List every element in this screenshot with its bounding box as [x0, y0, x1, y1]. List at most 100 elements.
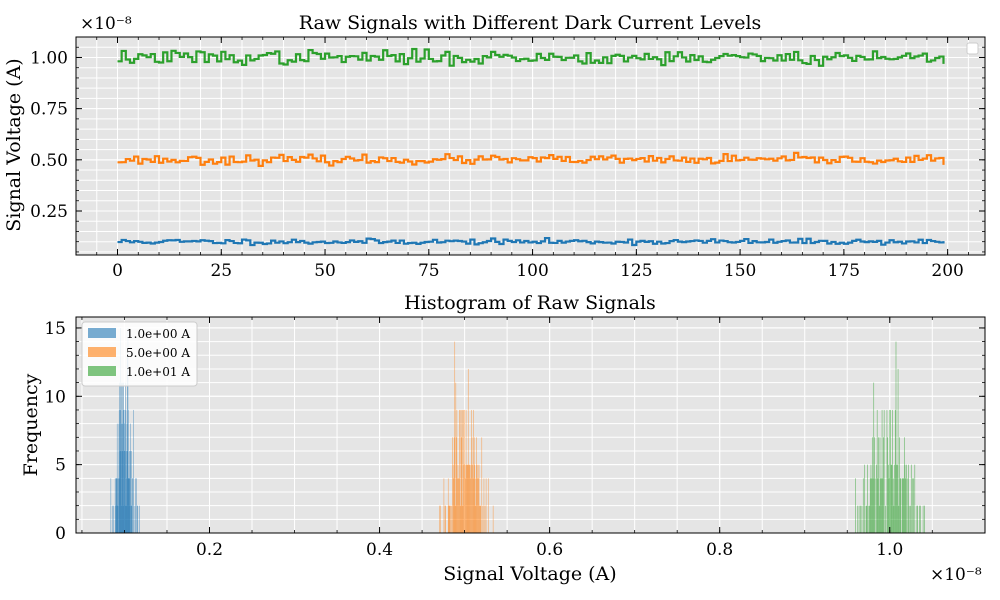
histogram-bar: [470, 478, 471, 533]
histogram-bar: [479, 505, 481, 533]
histogram-bar: [127, 409, 129, 533]
signal-series-line-1: [117, 151, 945, 168]
y-tick-label: 0.50: [30, 151, 68, 171]
histogram-bar: [891, 464, 893, 533]
histogram-bar: [924, 505, 925, 533]
y-tick-label: 0.75: [30, 100, 68, 120]
histogram-bar: [447, 478, 449, 533]
histogram-bar: [890, 409, 891, 533]
histogram-bar: [869, 505, 870, 533]
histogram-bar: [922, 505, 924, 533]
legend-swatch: [88, 347, 116, 357]
histogram-bar: [883, 437, 884, 533]
legend-swatch: [88, 366, 116, 376]
signals-plot-area: [76, 37, 985, 255]
histogram-bar: [469, 464, 471, 533]
histogram-panel: Histogram of Raw Signals 0.2 0.4 0.6 0.8 1.0…: [20, 292, 986, 585]
histogram-bar: [459, 409, 460, 533]
histogram-bar: [120, 327, 121, 533]
signal-series-line-0: [117, 236, 945, 247]
histogram-bar: [456, 437, 457, 533]
signals-legend: [966, 42, 979, 55]
histogram-bar: [467, 464, 469, 533]
histogram-bar: [462, 409, 463, 533]
signals-ticks: 0 25 50 75 100 125 150 175 200 0.25 0.50 0.75 1.00: [30, 37, 985, 281]
histogram-bar: [459, 409, 461, 533]
x-tick-label: 0: [112, 261, 123, 281]
histogram-bar: [472, 478, 474, 533]
histogram-bar: [858, 505, 860, 533]
histogram-bar: [903, 478, 904, 533]
histogram-bar: [865, 505, 867, 533]
x-tick-label: 200: [931, 261, 963, 281]
histogram-bar: [470, 464, 472, 533]
histogram-bar: [877, 478, 879, 533]
histogram-bar: [465, 478, 466, 533]
histogram-bar: [461, 437, 463, 533]
histogram-bar: [917, 505, 918, 533]
x-tick-label: 0.8: [706, 540, 733, 560]
x-tick-label: 0.4: [366, 540, 393, 560]
histogram-bar: [474, 505, 476, 533]
histogram-bar: [137, 505, 139, 533]
histogram-bar: [484, 505, 486, 533]
histogram-bar: [467, 368, 469, 533]
histogram-bar: [866, 505, 868, 533]
histogram-bar: [904, 464, 906, 533]
histogram-bar: [127, 355, 128, 533]
histogram-x-offset: ×10⁻⁸: [930, 565, 982, 585]
histogram-bar: [460, 409, 462, 533]
histogram-plot-area: [76, 317, 985, 533]
histogram-bar: [885, 505, 886, 533]
x-tick-label: 1.0: [876, 540, 903, 560]
legend-swatch: [88, 328, 116, 338]
histogram-bar: [869, 478, 871, 533]
histogram-y-label: Frequency: [20, 373, 42, 476]
histogram-bar: [907, 478, 909, 533]
histogram-bar: [460, 505, 461, 533]
histogram-bar: [916, 505, 918, 533]
histogram-bar: [908, 505, 910, 533]
histogram-bar: [471, 437, 473, 533]
histogram-bar: [121, 382, 122, 533]
signals-title: Raw Signals with Different Dark Current …: [299, 12, 762, 34]
histogram-bar: [139, 505, 140, 533]
y-tick-label: 15: [44, 319, 66, 339]
histogram-bar: [462, 505, 464, 533]
histogram-bar: [902, 478, 904, 533]
x-tick-label: 175: [828, 261, 860, 281]
histogram-bar: [479, 505, 480, 533]
histogram-bar: [439, 505, 440, 533]
histogram-bar: [463, 409, 464, 533]
x-tick-label: 125: [620, 261, 652, 281]
histogram-bar: [116, 423, 118, 533]
histogram-bar: [457, 464, 459, 533]
histogram-bar: [880, 478, 882, 533]
histogram-bar: [449, 505, 450, 533]
histogram-bar: [131, 450, 133, 533]
histogram-bar: [893, 505, 895, 533]
histogram-bar: [870, 464, 872, 533]
histogram-bar: [125, 382, 126, 533]
histogram-bar: [444, 505, 446, 533]
histogram-bar: [449, 505, 451, 533]
histogram-bar: [451, 505, 452, 533]
x-tick-label: 0.6: [536, 540, 563, 560]
histogram-bar: [477, 464, 479, 533]
histogram-bar: [457, 478, 458, 533]
histogram-bar: [448, 505, 450, 533]
histogram-bar: [862, 478, 864, 533]
histogram-title: Histogram of Raw Signals: [404, 292, 656, 314]
histogram-bar: [464, 464, 466, 533]
histogram-bar: [873, 382, 875, 533]
histogram-bar: [440, 505, 441, 533]
histogram-bar: [864, 464, 866, 533]
histogram-bar: [903, 437, 905, 533]
histogram-bar: [861, 505, 863, 533]
histogram-bar: [480, 505, 481, 533]
signal-series-line-2: [117, 47, 945, 67]
histogram-bar: [473, 437, 475, 533]
y-tick-label: 5: [55, 456, 66, 476]
histogram-bar: [886, 409, 888, 533]
histogram-bar: [887, 464, 889, 533]
